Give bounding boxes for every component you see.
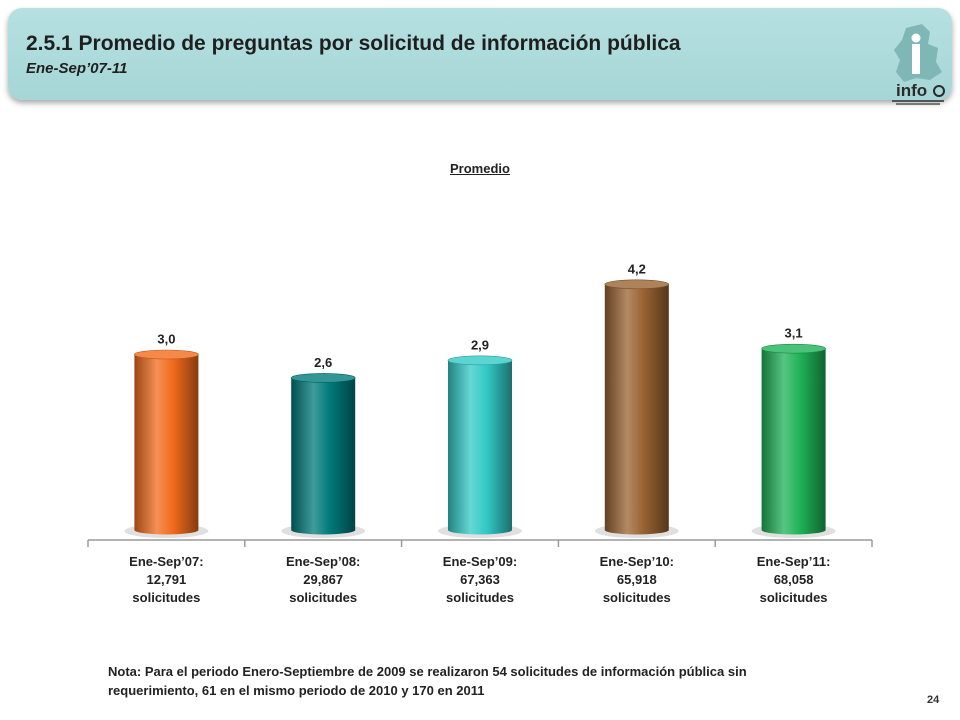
x-tick-label-line: solicitudes bbox=[132, 590, 201, 605]
x-tick-label-line: 68,058 bbox=[773, 572, 814, 587]
page-subtitle: Ene-Sep’07-11 bbox=[26, 60, 128, 77]
x-tick-label: Ene-Sep’08: 29,867 solicitudes bbox=[253, 553, 393, 607]
logo-text: info bbox=[896, 81, 927, 100]
x-tick-label-line: Ene-Sep’09: bbox=[442, 554, 518, 569]
footnote: Nota: Para el periodo Enero-Septiembre d… bbox=[108, 664, 747, 698]
bar-top bbox=[604, 279, 670, 290]
x-tick-label-line: Ene-Sep’10: bbox=[599, 554, 674, 569]
bar-top bbox=[134, 349, 199, 360]
x-tick-label-line: Ene-Sep’11: bbox=[756, 554, 831, 569]
bar bbox=[448, 360, 512, 535]
bar-top bbox=[290, 373, 356, 383]
x-tick-label-line: 29,867 bbox=[303, 572, 344, 587]
bar bbox=[761, 348, 826, 535]
data-label: 3,0 bbox=[157, 332, 175, 347]
header-banner: 2.5.1 Promedio de preguntas por solicitu… bbox=[8, 8, 952, 105]
data-label: 3,1 bbox=[785, 326, 803, 341]
data-label: 4,2 bbox=[628, 261, 646, 276]
x-tick-label-line: solicitudes bbox=[759, 590, 828, 605]
x-tick-label-line: solicitudes bbox=[602, 590, 671, 605]
bar-top bbox=[761, 343, 826, 354]
x-tick-label: Ene-Sep’10: 65,918 solicitudes bbox=[567, 553, 707, 607]
bar bbox=[604, 284, 669, 535]
x-tick-label: Ene-Sep’11: 68,058 solicitudes bbox=[724, 553, 864, 607]
bar-top bbox=[447, 355, 513, 366]
data-label: 2,6 bbox=[314, 355, 332, 370]
x-tick-label-line: 12,791 bbox=[146, 572, 187, 587]
page-number: 24 bbox=[927, 694, 940, 706]
x-tick-label-line: 67,363 bbox=[460, 572, 500, 587]
x-tick-label-line: Ene-Sep’07: bbox=[129, 554, 204, 569]
x-tick-label-line: 65,918 bbox=[616, 572, 657, 587]
x-tick-label: Ene-Sep’07: 12,791 solicitudes bbox=[96, 553, 236, 607]
x-tick-label-line: solicitudes bbox=[289, 590, 358, 605]
page-title: 2.5.1 Promedio de preguntas por solicitu… bbox=[26, 32, 681, 55]
x-tick-label: Ene-Sep’09: 67,363 solicitudes bbox=[410, 553, 550, 607]
bar bbox=[291, 377, 356, 535]
data-label: 2,9 bbox=[471, 337, 489, 352]
x-tick-label-line: solicitudes bbox=[446, 590, 514, 605]
bar bbox=[134, 354, 199, 535]
x-tick-label-line: Ene-Sep’08: bbox=[285, 554, 361, 569]
chart-title: Promedio bbox=[450, 161, 510, 176]
infodf-logo: info bbox=[892, 24, 945, 105]
